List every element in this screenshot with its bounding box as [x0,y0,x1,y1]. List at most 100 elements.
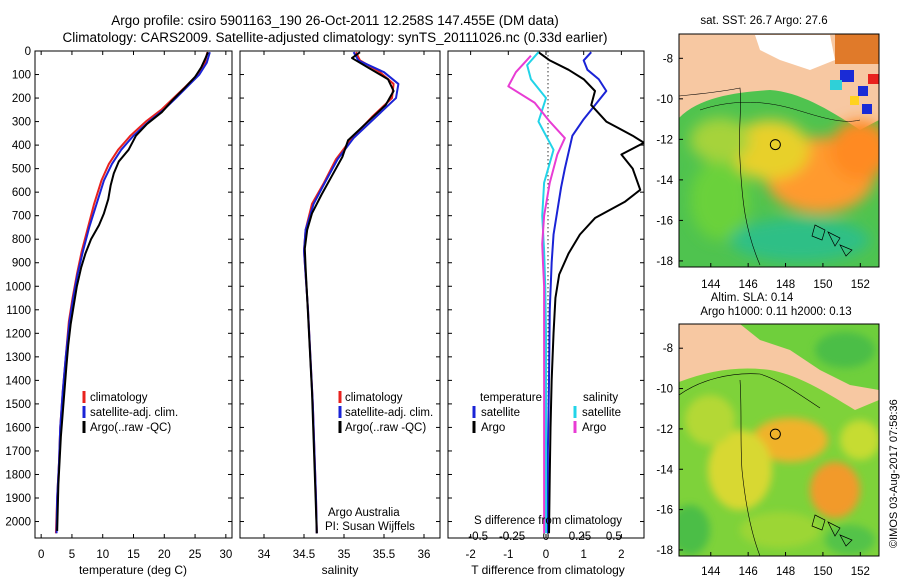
legend-label-s-argo: Argo [582,422,606,434]
lon-tick-label: 152 [851,279,870,291]
lat-tick-label: -14 [656,175,673,187]
depth-tick-label: 900 [12,258,31,270]
x-tick-label: 2 [618,549,624,561]
salinity-xlabel: salinity [322,563,359,577]
lon-tick-label: 152 [851,566,870,578]
lon-tick-label: 148 [776,566,795,578]
argo-australia-label: Argo Australia [328,507,400,519]
depth-tick-label: 1600 [5,422,31,434]
x-tick-label: 34 [258,549,271,561]
sst-map-lon-axis: 144 146 148 150 152 [701,263,870,291]
x-tick-label: 20 [158,549,171,561]
depth-tick-label: 1900 [5,493,31,505]
lon-tick-label: 150 [813,566,832,578]
x-tick-label: 1 [580,549,586,561]
figure-title-line1: Argo profile: csiro 5901163_190 26-Oct-2… [111,13,559,28]
legend-label-climatology: climatology [345,392,403,404]
depth-tick-label: 800 [12,234,31,246]
salinity-x-axis: 34 34.5 35 35.5 36 [258,51,431,561]
depth-tick-label: 700 [12,211,31,223]
legend-label-argo: Argo(..raw -QC) [345,422,426,434]
temperature-xlabel: temperature (deg C) [79,563,187,577]
lat-tick-label: -16 [656,215,673,227]
difference-series [507,51,644,534]
lat-tick-label: -8 [663,343,673,355]
x-tick-label: -1 [503,549,513,561]
lon-tick-label: 146 [739,566,758,578]
sst-warm-patch [835,34,879,64]
lon-tick-label: 150 [813,279,832,291]
salinity-series [303,51,400,534]
pi-label: PI: Susan Wijffels [325,521,415,533]
lon-tick-label: 148 [776,279,795,291]
sla-map-lon-axis: 144 146 148 150 152 [701,552,870,578]
temperature-panel: 0100200300400500600700800900100011001200… [5,46,233,577]
sla-map-title-line2: Argo h1000: 0.11 h2000: 0.13 [700,306,851,318]
lat-tick-label: -8 [663,53,673,65]
depth-tick-label: 1200 [5,328,31,340]
depth-tick-label: 400 [12,140,31,152]
sst-map-image [679,34,879,267]
depth-tick-label: 1700 [5,446,31,458]
legend-title-salinity: salinity [583,392,618,404]
x-tick-label: 34.5 [293,549,315,561]
depth-tick-label: 500 [12,164,31,176]
depth-tick-label: 2000 [5,517,31,529]
x-tick-label: 5 [69,549,75,561]
lat-tick-label: -10 [656,94,673,106]
lat-tick-label: -18 [656,545,673,557]
lon-tick-label: 144 [701,566,721,578]
s-tick-label: 0.5 [606,531,622,543]
legend-label-t-argo: Argo [481,422,505,434]
x-tick-label: 36 [418,549,431,561]
x-tick-label: -2 [465,549,475,561]
legend-title-temperature: temperature [480,392,542,404]
lon-tick-label: 146 [739,279,758,291]
series-line-s-argo [507,55,566,534]
sla-map-image [679,324,879,556]
lon-tick-label: 144 [701,279,721,291]
depth-tick-label: 1300 [5,352,31,364]
sla-map-frame [678,323,880,557]
x-tick-label: 35 [338,549,351,561]
series-line-s-satellite [526,51,555,534]
sst-missing-data [755,35,835,70]
salinity-legend: climatology satellite-adj. clim. Argo(..… [338,391,433,434]
sst-map-frame [678,33,880,268]
depth-tick-label: 200 [12,93,31,105]
sla-map-panel: Altim. SLA: 0.14 Argo h1000: 0.11 h2000:… [656,292,880,578]
series-line-t-satellite [546,51,608,534]
x-tick-label: 10 [96,549,109,561]
x-tick-label: 35.5 [373,549,395,561]
salinity-y-ticks [240,50,440,523]
s-difference-legend: salinity satellite Argo [573,392,621,434]
sst-map-lat-axis: -8 -10 -12 -14 -16 -18 [656,53,683,268]
s-tick-label: -0.25 [499,531,525,543]
figure-title-line2: Climatology: CARS2009. Satellite-adjuste… [62,30,607,45]
temperature-legend: climatology satellite-adj. clim. Argo(..… [82,391,178,434]
x-tick-label: 25 [189,549,202,561]
legend-label-climatology: climatology [90,392,148,404]
depth-tick-label: 0 [25,46,31,58]
salinity-axes-frame [239,50,441,539]
depth-tick-label: 1000 [5,281,31,293]
depth-tick-label: 1400 [5,375,31,387]
legend-label-argo: Argo(..raw -QC) [90,422,171,434]
salinity-panel: 34 34.5 35 35.5 36 salinity climatology sate… [239,50,441,577]
depth-tick-label: 300 [12,117,31,129]
difference-x-axis: -2 -1 0 1 2 -0.5 -0.25 0 0.25 0.5 [465,51,625,561]
sst-map-title: sat. SST: 26.7 Argo: 27.6 [700,15,827,27]
argo-float-marker [769,139,781,151]
depth-tick-label: 100 [12,70,31,82]
series-line-t-argo [537,51,644,534]
x-tick-label: 0 [38,549,44,561]
depth-tick-label: 1500 [5,399,31,411]
sla-map-title-line1: Altim. SLA: 0.14 [711,292,794,304]
t-difference-xlabel: T difference from climatology [471,563,625,577]
difference-panel: -2 -1 0 1 2 -0.5 -0.25 0 0.25 0.5 S difference fr… [447,50,645,577]
lat-tick-label: -18 [656,256,673,268]
lat-tick-label: -10 [656,384,673,396]
temperature-axes-frame [34,50,233,539]
series-line-argo-raw-qc- [56,51,209,531]
